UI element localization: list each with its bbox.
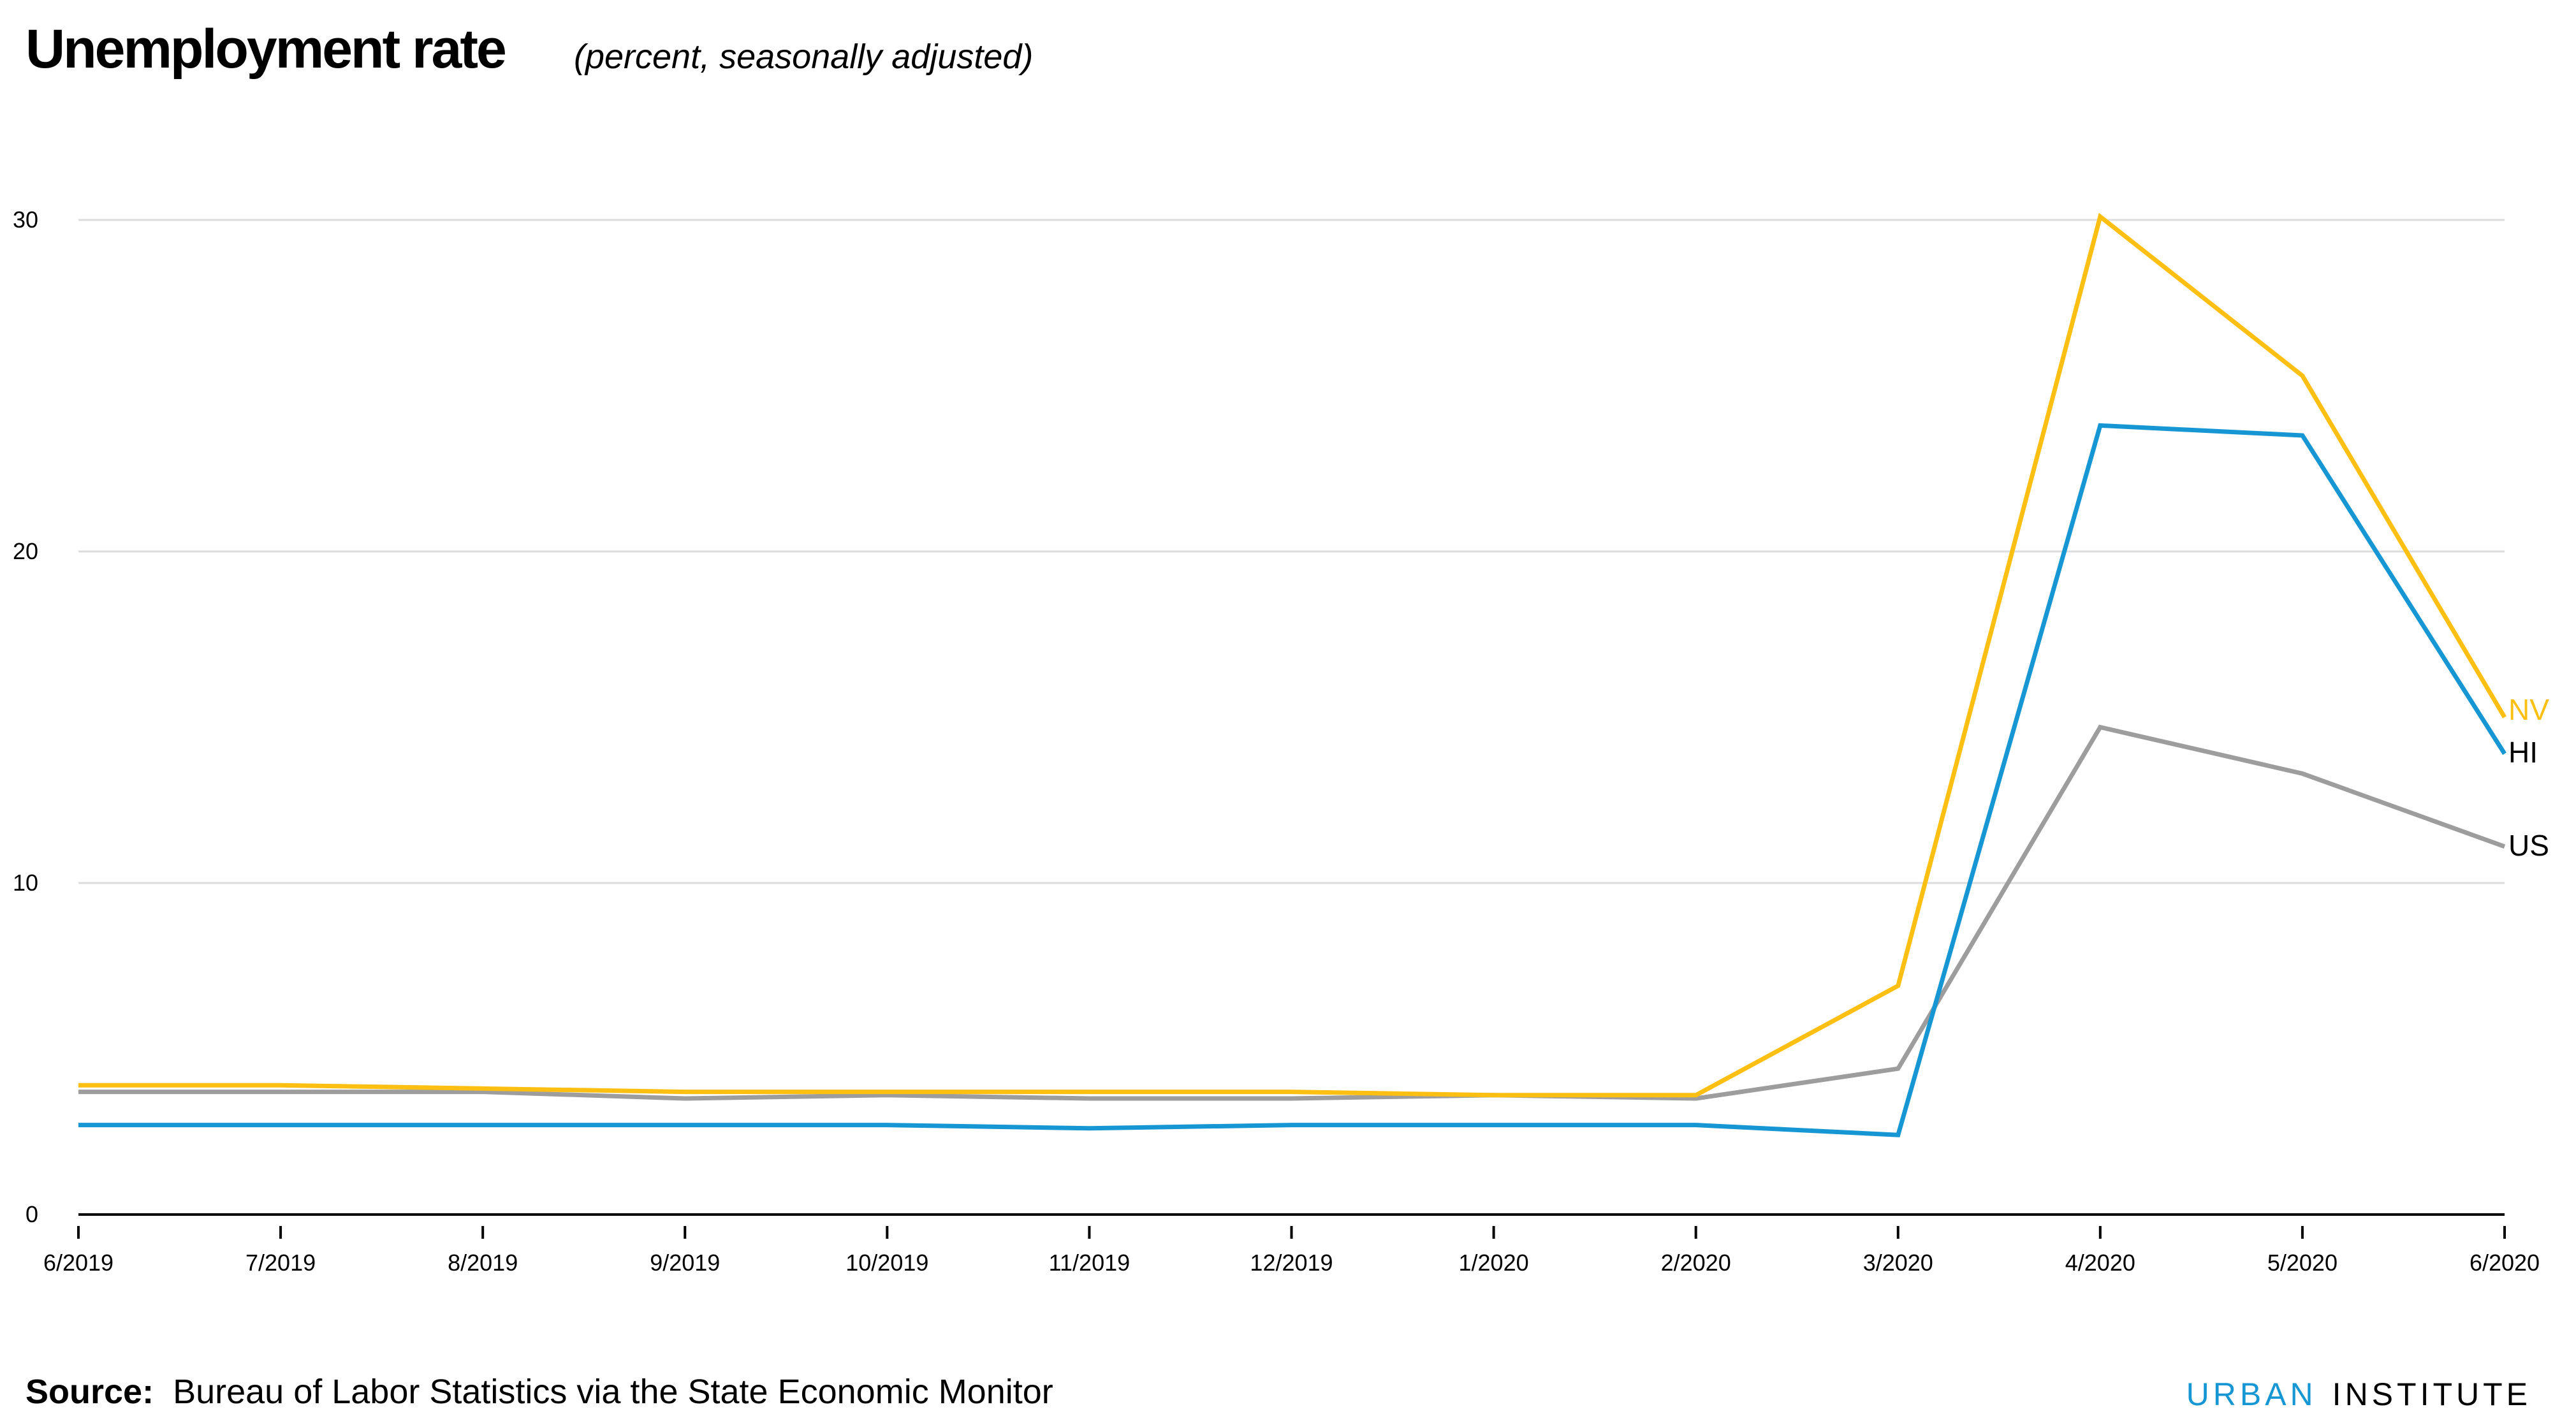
- x-tick-label: 12/2019: [1250, 1250, 1333, 1276]
- y-tick-label: 0: [26, 1201, 38, 1227]
- line-us: [78, 724, 2506, 1101]
- line-nv: [78, 212, 2507, 1098]
- x-tick-label: 6/2020: [2470, 1250, 2540, 1276]
- x-tick-label: 9/2019: [650, 1250, 720, 1276]
- x-tick-label: 10/2019: [845, 1250, 928, 1276]
- series-lines: [78, 212, 2507, 1137]
- x-tick-label: 6/2019: [43, 1250, 113, 1276]
- y-tick-label: 10: [13, 870, 38, 896]
- gridlines: [78, 219, 2505, 884]
- x-tick-label: 8/2019: [448, 1250, 518, 1276]
- series-label-us: US: [2508, 829, 2549, 862]
- source-label: Source:: [26, 1373, 154, 1411]
- series-label-hi: HI: [2508, 736, 2538, 769]
- x-tick-label: 2/2020: [1661, 1250, 1731, 1276]
- chart-title: Unemployment rate: [26, 18, 507, 80]
- x-tick-label: 5/2020: [2267, 1250, 2338, 1276]
- brand-urban: URBAN: [2186, 1376, 2317, 1412]
- x-tick-label: 1/2020: [1459, 1250, 1529, 1276]
- urban-institute-logo: URBAN INSTITUTE: [2186, 1376, 2531, 1413]
- y-axis-ticks: 0 10 20 30: [13, 207, 38, 1227]
- x-tick-label: 4/2020: [2065, 1250, 2135, 1276]
- x-axis: 6/2019 7/2019 8/2019 9/2019 10/2019 11/2019 12…: [43, 1213, 2540, 1276]
- line-hi: [78, 423, 2506, 1137]
- y-tick-label: 30: [13, 207, 38, 233]
- series-label-nv: NV: [2508, 693, 2549, 726]
- x-tick-label: 7/2019: [245, 1250, 316, 1276]
- x-tick-label: 11/2019: [1049, 1250, 1130, 1276]
- series-end-labels: US HI NV: [2508, 693, 2549, 862]
- brand-institute: INSTITUTE: [2332, 1376, 2531, 1412]
- source-note: Source: Bureau of Labor Statistics via th…: [26, 1372, 1053, 1412]
- x-tick-label: 3/2020: [1863, 1250, 1933, 1276]
- chart-subtitle: (percent, seasonally adjusted): [574, 38, 1034, 76]
- y-tick-label: 20: [13, 538, 38, 564]
- source-text: Bureau of Labor Statistics via the State…: [173, 1373, 1053, 1411]
